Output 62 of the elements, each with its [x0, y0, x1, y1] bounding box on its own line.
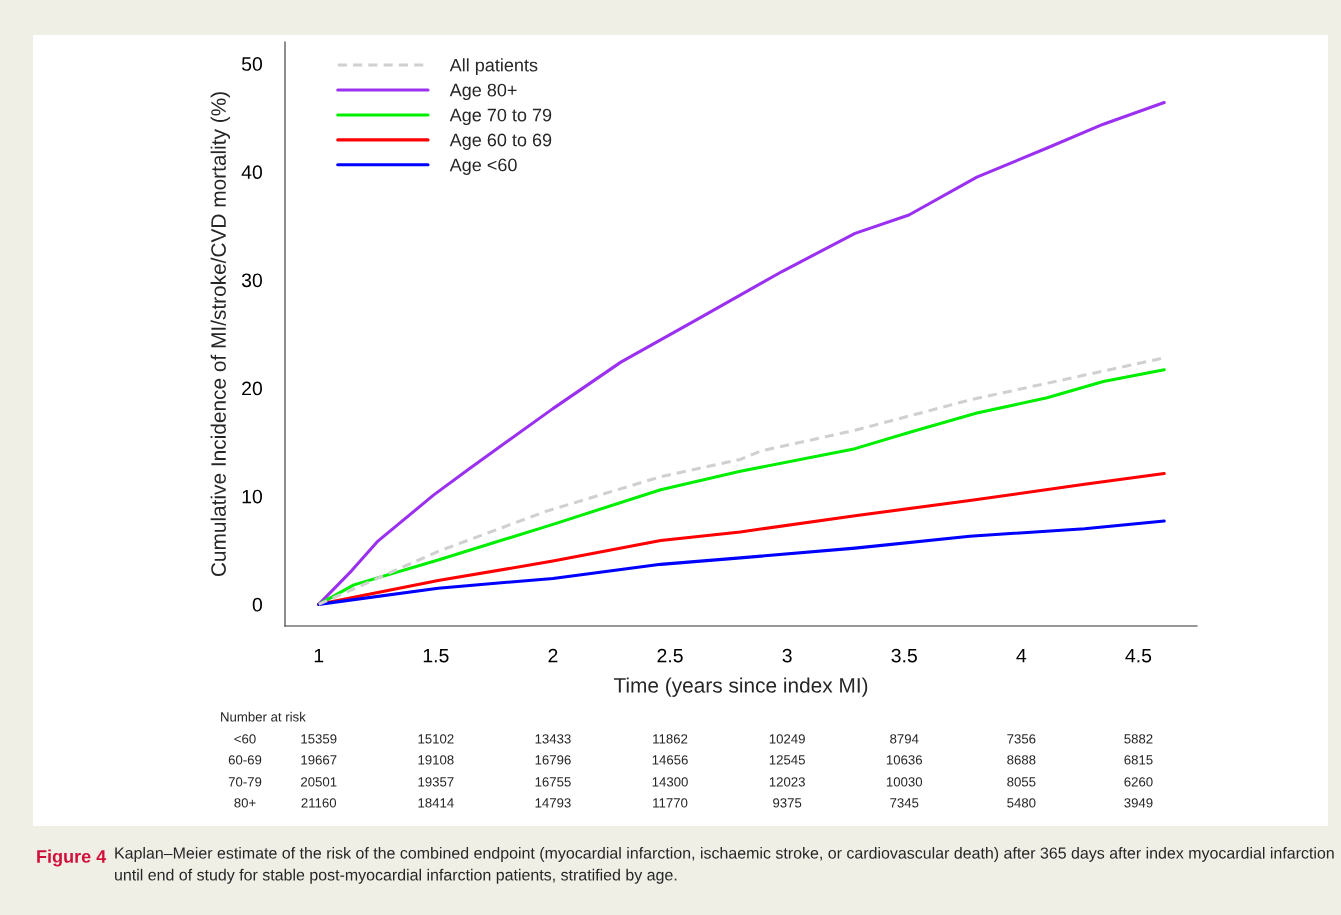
text: 16755	[535, 777, 571, 787]
y-tick-label: 30	[241, 273, 263, 288]
text: 80+	[234, 798, 256, 808]
text: 7345	[890, 798, 919, 808]
text: 10636	[886, 755, 923, 765]
x-axis-title: Time (years since index MI)	[613, 677, 868, 697]
y-tick-label: 40	[241, 165, 263, 180]
text: 10030	[886, 777, 923, 787]
y-tick-label: 10	[242, 489, 263, 504]
text: 20501	[301, 777, 337, 787]
text: 8055	[1007, 777, 1036, 787]
text: 12545	[769, 755, 805, 765]
x-tick-label: 4	[1016, 648, 1027, 663]
text: 14793	[535, 798, 571, 808]
legend-label: Age 80+	[449, 83, 517, 101]
text: 16796	[535, 755, 571, 765]
x-tick-label: 2	[548, 648, 558, 663]
text: 15359	[301, 734, 337, 744]
text: 5882	[1124, 734, 1153, 744]
x-tick-label: 3	[782, 648, 792, 663]
line-series	[317, 519, 1166, 606]
y-tick-label: 0	[252, 597, 263, 612]
text: 6815	[1124, 755, 1153, 765]
x-tick-label: 1.5	[423, 648, 449, 663]
text: 19357	[418, 777, 454, 787]
text: 12023	[769, 777, 805, 787]
text: 19108	[418, 755, 454, 765]
x-tick-label: 3.5	[891, 648, 917, 663]
text: 14300	[652, 777, 688, 787]
text: 9375	[773, 798, 802, 808]
y-tick-label: 50	[241, 57, 263, 71]
text: 21160	[301, 798, 337, 808]
text: 8688	[1007, 755, 1036, 765]
text: 15102	[418, 734, 454, 744]
text: 14656	[652, 755, 688, 765]
text: 60-69	[228, 755, 262, 765]
text: Number at risk	[221, 711, 306, 722]
legend-label: Age <60	[449, 158, 517, 175]
x-tick-label: 1	[314, 648, 324, 663]
text: 11770	[653, 798, 688, 808]
text: Kaplan–Meier estimate of the risk of the combined endpoint (myocardial infarction, ischaemic stroke, or cardiovascular death) after 365 days after index myocardial infarction until end of study for stable post-myocardial infarction patients, stratified by age.	[115, 847, 1334, 884]
text: 8794	[890, 734, 919, 744]
text: 6260	[1124, 777, 1153, 787]
text: 70-79	[228, 777, 262, 787]
y-axis-title: Cumulative Incidence of MI/stroke/CVD mortality (%)	[210, 92, 231, 577]
text: 3949	[1124, 798, 1153, 808]
text: 11862	[653, 734, 688, 744]
text: 13433	[535, 734, 571, 744]
x-tick-label: 4.5	[1125, 648, 1152, 663]
line-series	[317, 101, 1166, 606]
text: 10249	[769, 734, 805, 744]
y-tick-label: 20	[242, 381, 263, 396]
text: 7356	[1007, 734, 1036, 744]
text: 5480	[1007, 798, 1036, 808]
text: <60	[234, 734, 256, 744]
legend-label: All patients	[449, 58, 538, 76]
text: 19667	[301, 755, 337, 765]
legend-label: Age 60 to 69	[449, 133, 552, 150]
x-tick-label: 2.5	[657, 648, 683, 663]
legend-label: Age 70 to 79	[449, 108, 552, 125]
text: 18414	[418, 798, 454, 808]
caption: Figure 4	[37, 849, 107, 867]
